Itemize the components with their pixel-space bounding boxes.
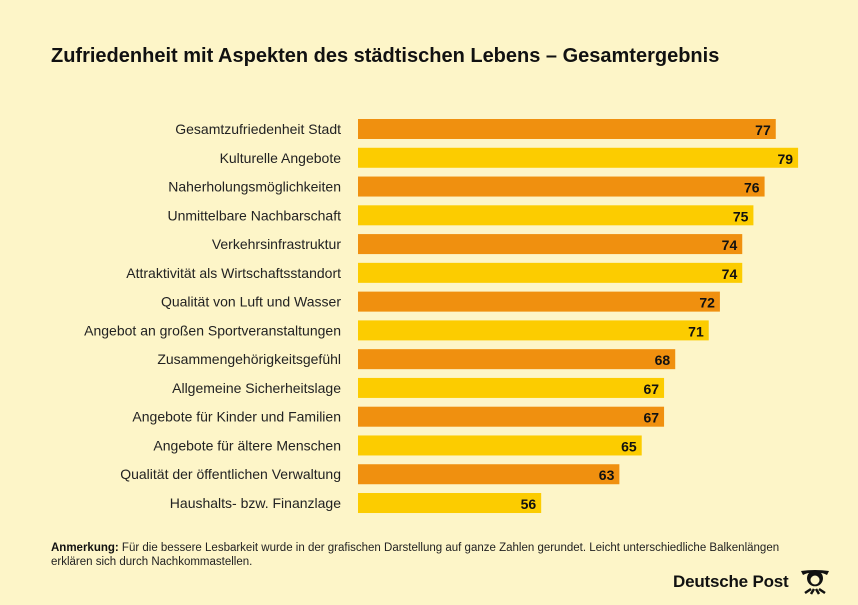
note: Anmerkung: Für die bessere Lesbarkeit wu… bbox=[51, 541, 791, 569]
value-label: 71 bbox=[688, 323, 704, 339]
bar bbox=[358, 205, 754, 226]
bar bbox=[358, 435, 642, 456]
deutsche-post-logo: Deutsche Post bbox=[673, 567, 833, 597]
value-label: 67 bbox=[643, 410, 659, 426]
value-label: 75 bbox=[733, 208, 749, 224]
category-label: Allgemeine Sicherheitslage bbox=[172, 380, 341, 396]
note-label: Anmerkung: bbox=[51, 542, 119, 554]
category-label: Gesamtzufriedenheit Stadt bbox=[175, 121, 341, 137]
value-label: 68 bbox=[655, 352, 671, 368]
category-label: Attraktivität als Wirtschaftsstandort bbox=[126, 265, 341, 281]
category-label: Kulturelle Angebote bbox=[220, 150, 342, 166]
category-label: Angebote für ältere Menschen bbox=[153, 437, 341, 453]
bar bbox=[358, 349, 676, 370]
bar bbox=[358, 262, 743, 283]
value-label: 56 bbox=[521, 496, 537, 512]
bar bbox=[358, 493, 542, 514]
category-label: Qualität von Luft und Wasser bbox=[161, 294, 341, 310]
bar bbox=[358, 234, 743, 255]
bar bbox=[358, 176, 765, 197]
category-label: Angebote für Kinder und Familien bbox=[132, 409, 341, 425]
bar bbox=[358, 377, 665, 398]
category-label: Qualität der öffentlichen Verwaltung bbox=[120, 466, 341, 482]
category-label: Verkehrsinfrastruktur bbox=[212, 236, 341, 252]
category-label: Naherholungsmöglichkeiten bbox=[168, 179, 341, 195]
value-label: 63 bbox=[599, 467, 615, 483]
value-label: 65 bbox=[621, 438, 637, 454]
category-label: Angebot an großen Sportveranstaltungen bbox=[84, 322, 341, 338]
category-label: Haushalts- bzw. Finanzlage bbox=[170, 495, 341, 511]
value-label: 67 bbox=[643, 381, 659, 397]
bar bbox=[358, 464, 620, 485]
value-label: 74 bbox=[722, 237, 738, 253]
bar bbox=[358, 406, 665, 427]
bar bbox=[358, 291, 720, 312]
category-label: Unmittelbare Nachbarschaft bbox=[167, 207, 341, 223]
logo-text: Deutsche Post bbox=[673, 572, 789, 591]
value-label: 72 bbox=[699, 295, 715, 311]
note-text: Für die bessere Lesbarkeit wurde in der … bbox=[51, 542, 780, 568]
value-label: 79 bbox=[778, 151, 794, 167]
bar bbox=[358, 320, 709, 341]
bar-chart: Gesamtzufriedenheit Stadt 77 Kulturelle An… bbox=[84, 119, 799, 514]
chart-title: Zufriedenheit mit Aspekten des städtisch… bbox=[51, 45, 720, 67]
value-label: 77 bbox=[755, 122, 771, 138]
value-label: 76 bbox=[744, 180, 760, 196]
category-label: Zusammengehörigkeitsgefühl bbox=[157, 351, 341, 367]
bar bbox=[358, 119, 776, 139]
bar bbox=[358, 147, 799, 168]
value-label: 74 bbox=[722, 266, 738, 282]
post-horn-icon bbox=[800, 570, 829, 595]
